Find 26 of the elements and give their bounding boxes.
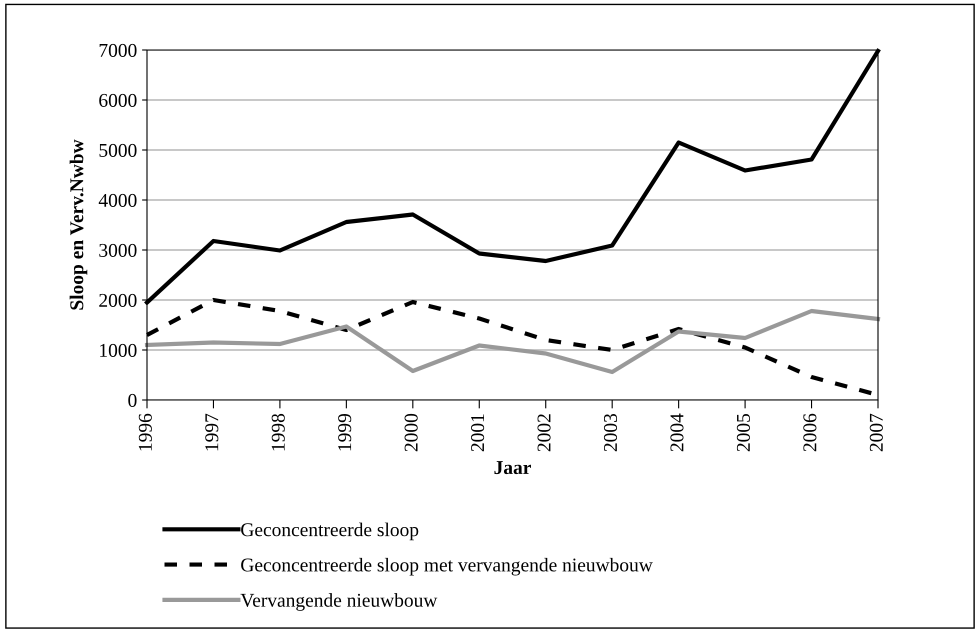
legend-label: Geconcentreerde sloop met vervangende nieuwbouw [241,558,653,576]
x-tick-label: 1999 [338,414,352,450]
x-tick-label: 2003 [604,414,618,452]
y-tick-label: 1000 [100,344,137,357]
legend-label: Geconcentreerde sloop [241,522,418,540]
y-axis-title: Sloop en Verv.Nwbw [70,139,88,310]
x-tick-label: 2002 [537,414,551,452]
x-tick-label: 2007 [870,414,883,452]
x-tick-label: 2000 [404,414,418,452]
line-series [144,308,880,374]
x-tick-label: 2004 [670,414,684,452]
x-tick-label: 2005 [736,414,750,452]
y-tick-label: 6000 [99,94,137,107]
x-tick-label: 2001 [471,414,484,452]
legend-label: Vervangende nieuwbouw [240,593,438,611]
y-tick-label: 4000 [98,194,137,207]
x-axis-title: Jaar [494,461,531,474]
y-tick-label: 2000 [99,294,137,307]
y-tick-label: 5000 [100,144,137,157]
x-tick-label: 1998 [272,414,285,450]
x-tick-label: 2006 [803,414,816,452]
x-tick-label: 1997 [205,414,218,450]
y-tick-label: 7000 [100,44,137,57]
x-tick-label: 1996 [138,414,152,450]
y-tick-label: 3000 [99,244,137,257]
y-tick-label: 0 [128,394,137,407]
